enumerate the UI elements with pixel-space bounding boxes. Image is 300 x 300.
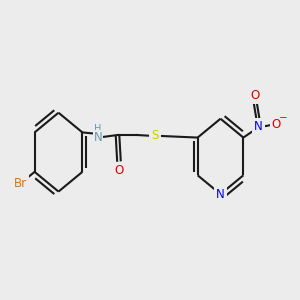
Text: O: O — [251, 89, 260, 102]
Text: H: H — [94, 124, 102, 134]
Text: −: − — [279, 113, 287, 123]
Text: Br: Br — [14, 177, 27, 190]
Text: N: N — [216, 188, 225, 201]
Text: N: N — [94, 130, 102, 144]
Text: N: N — [254, 120, 263, 134]
Text: O: O — [114, 164, 124, 178]
Text: S: S — [151, 129, 159, 142]
Text: O: O — [272, 118, 281, 131]
